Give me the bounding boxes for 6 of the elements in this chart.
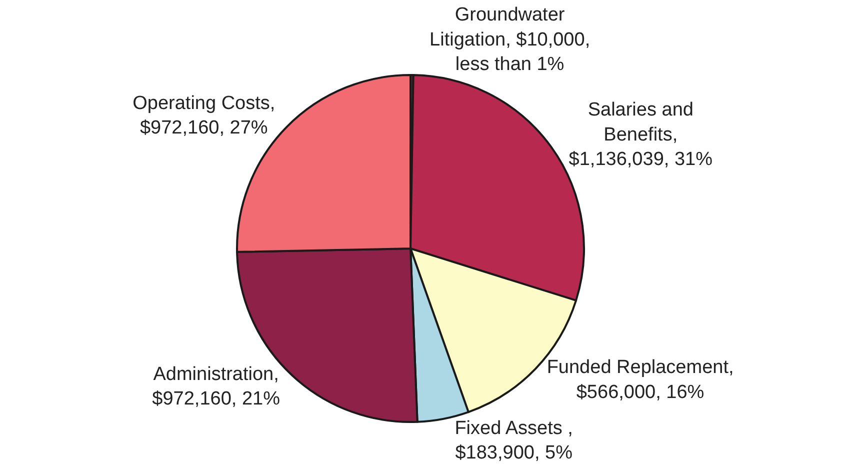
slice-label: Funded Replacement, $566,000, 16% [546, 357, 734, 403]
slice-label: Groundwater Litigation, $10,000, less than 1% [430, 4, 590, 76]
slice-label: Operating Costs, $972,160, 27% [132, 92, 276, 139]
slice-label: Fixed Assets , $183,900, 5% [454, 418, 573, 464]
slice-label: Salaries and Benefits, $1,136,039, 31% [568, 100, 713, 170]
slice-label: Administration, $972,160, 21% [152, 364, 280, 410]
